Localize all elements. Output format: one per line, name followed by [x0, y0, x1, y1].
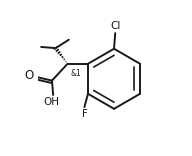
- Text: F: F: [82, 109, 88, 119]
- Text: O: O: [24, 69, 33, 82]
- Text: &1: &1: [71, 69, 81, 78]
- Text: Cl: Cl: [111, 21, 121, 31]
- Text: OH: OH: [43, 97, 59, 107]
